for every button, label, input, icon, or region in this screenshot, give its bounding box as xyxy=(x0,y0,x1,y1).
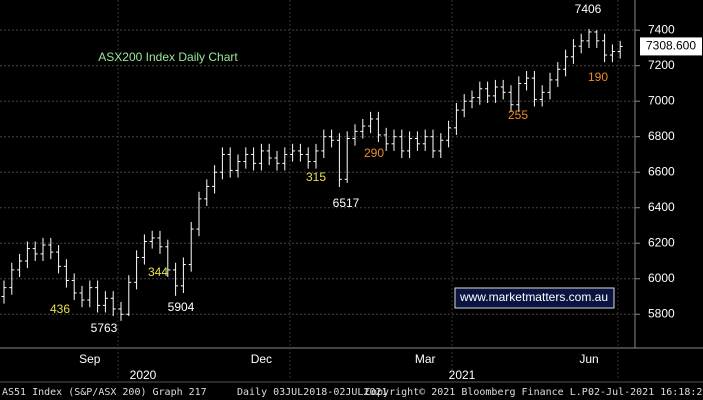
annotation: 5904 xyxy=(168,300,195,314)
annotation: 7406 xyxy=(575,2,602,16)
annotation: 290 xyxy=(364,146,384,160)
annotation: 5763 xyxy=(91,321,118,335)
y-tick-label: 5800 xyxy=(648,306,675,320)
x-tick-label: Sep xyxy=(79,352,101,366)
watermark: www.marketmatters.com.au xyxy=(459,290,608,304)
footer-text: AS51 Index (S&P/ASX 200) Graph 217 xyxy=(2,387,207,398)
annotation: 6517 xyxy=(333,196,360,210)
watermark-box xyxy=(454,287,615,309)
y-tick-label: 6400 xyxy=(648,200,675,214)
y-tick-label: 6800 xyxy=(648,129,675,143)
y-tick-label: 6600 xyxy=(648,164,675,178)
y-tick-label: 7200 xyxy=(648,58,675,72)
x-year-label: 2021 xyxy=(449,368,476,382)
annotation: 315 xyxy=(306,170,326,184)
footer-text: Daily 03JUL2018-02JUL2021 xyxy=(237,387,388,398)
footer-text: 02-Jul-2021 16:18:23 xyxy=(588,387,703,398)
last-price-box xyxy=(640,37,702,56)
y-tick-label: 7400 xyxy=(648,22,675,36)
quarter-dividers xyxy=(117,0,619,380)
x-tick-label: Mar xyxy=(415,352,436,366)
annotation: 344 xyxy=(148,265,168,279)
x-year-label: 2020 xyxy=(130,368,157,382)
x-tick-label: Dec xyxy=(251,352,272,366)
y-tick-label: 7000 xyxy=(648,93,675,107)
y-tick-label: 6000 xyxy=(648,271,675,285)
annotation: 190 xyxy=(588,70,608,84)
y-tick-label: 6200 xyxy=(648,235,675,249)
chart-title: ASX200 Index Daily Chart xyxy=(98,50,238,64)
footer-text: Copyright© 2021 Bloomberg Finance L.P. xyxy=(365,387,594,398)
last-price-label: 7308.600 xyxy=(646,39,696,53)
annotation: 436 xyxy=(50,302,70,316)
annotation: 255 xyxy=(508,108,528,122)
x-tick-label: Jun xyxy=(579,352,598,366)
